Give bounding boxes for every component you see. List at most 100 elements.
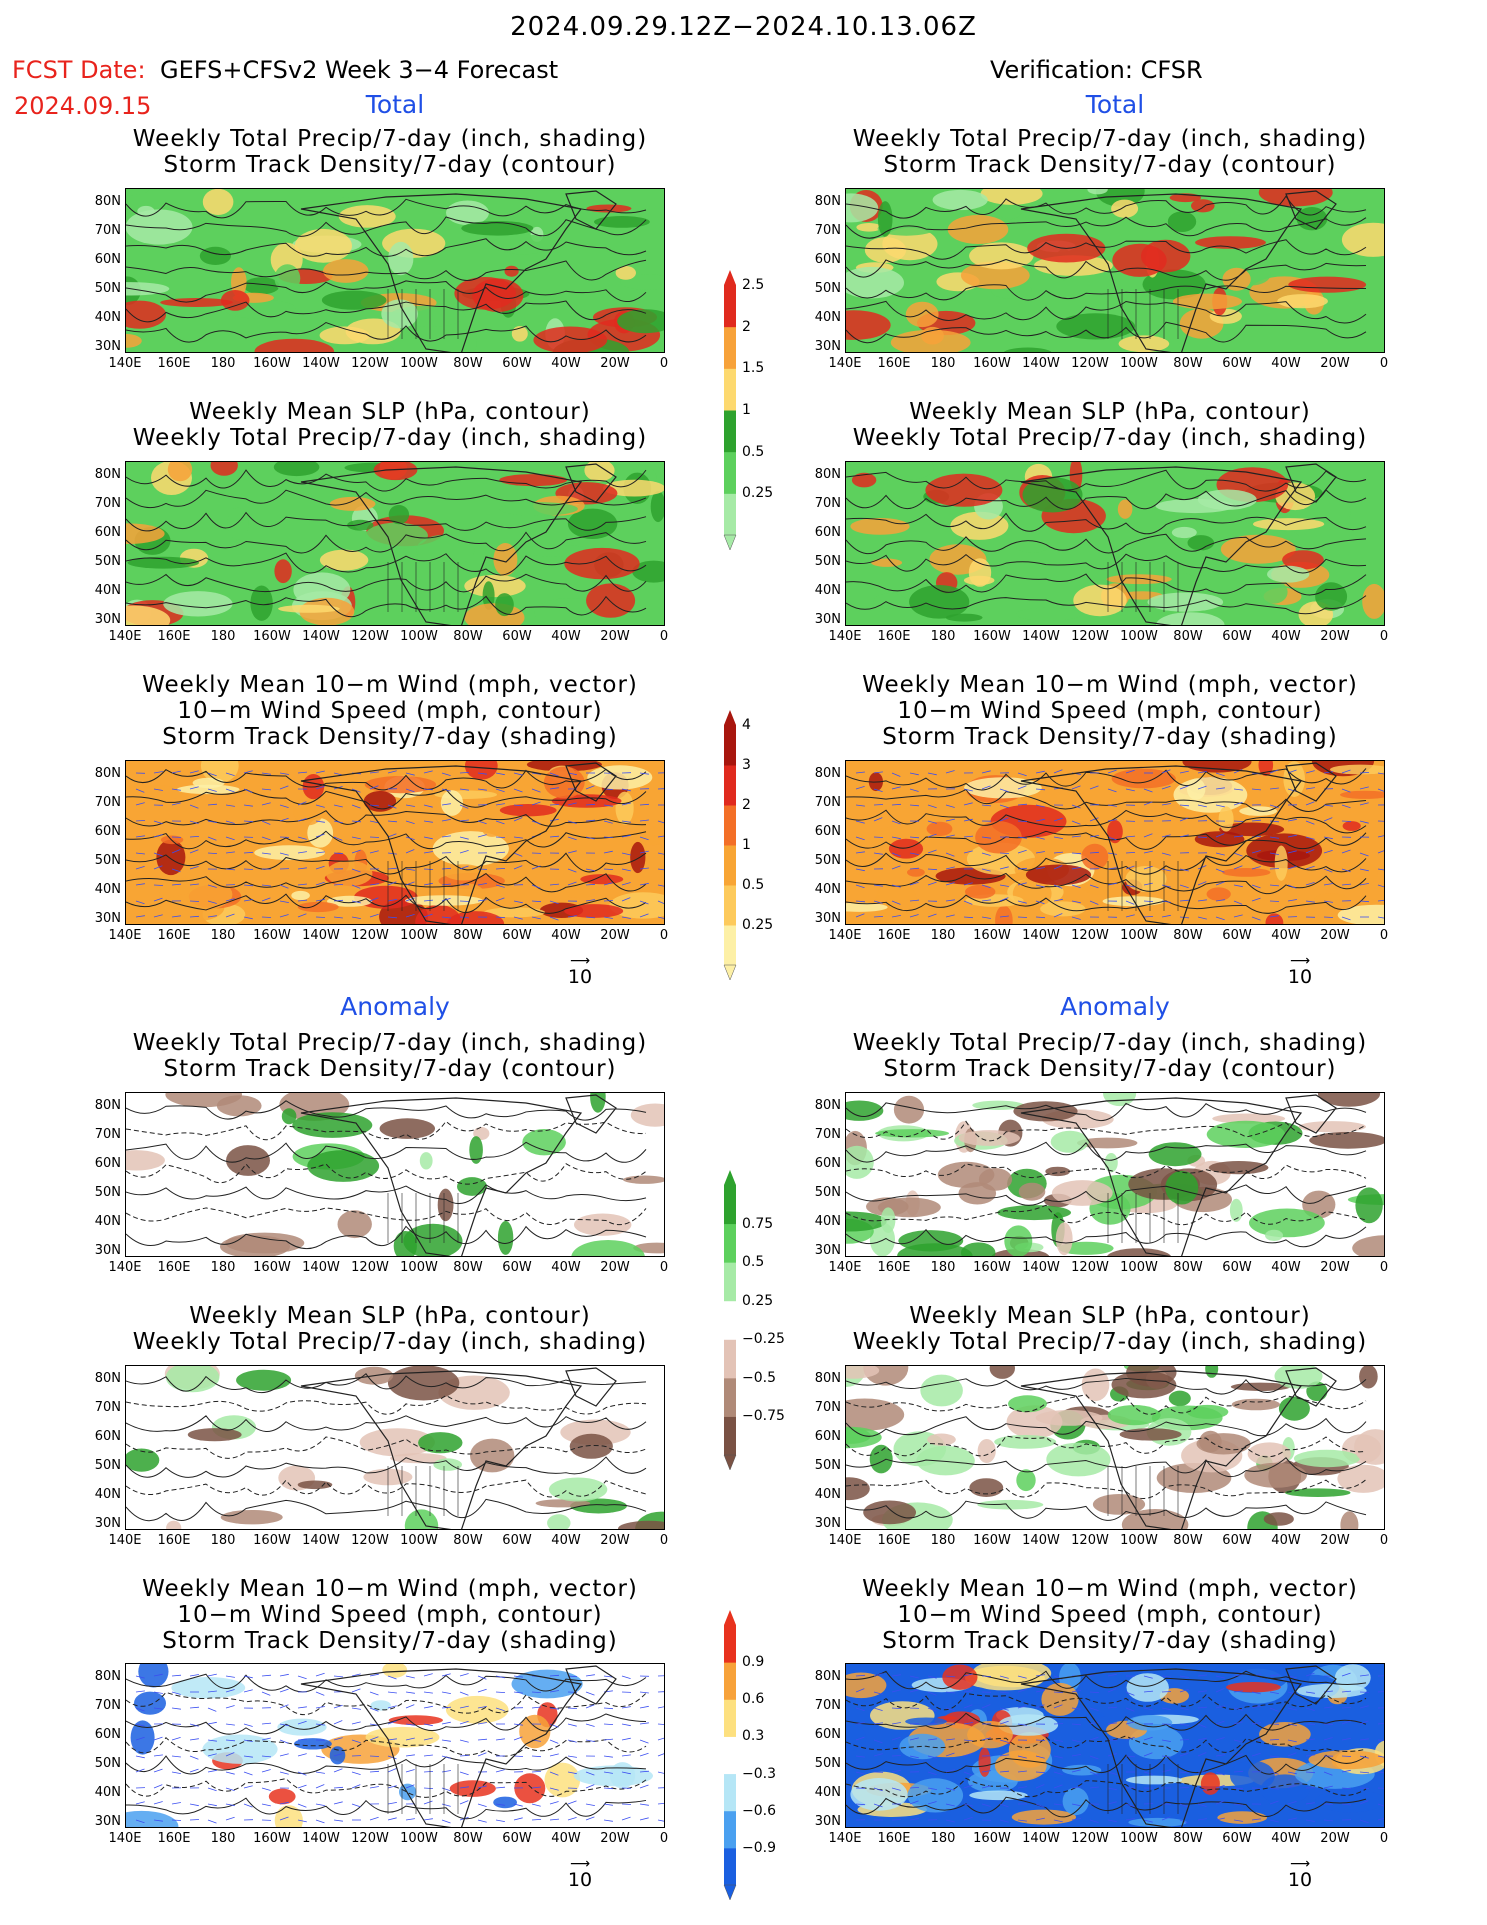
wind-vector — [1269, 1819, 1279, 1823]
wind-vector — [891, 900, 901, 905]
wind-vector — [585, 1691, 595, 1696]
shading-blob — [1081, 843, 1109, 870]
wind-vector — [441, 1691, 451, 1694]
wind-vector — [1323, 916, 1334, 918]
longitude-label: 120W — [351, 629, 389, 644]
wind-vector — [333, 899, 344, 902]
wind-vector — [369, 850, 379, 854]
shading-blob — [499, 804, 557, 817]
wind-vector — [927, 1801, 937, 1805]
wind-vector — [981, 1770, 991, 1773]
wind-vector — [1341, 804, 1351, 809]
shading-blob — [293, 1738, 332, 1750]
wind-vector — [657, 1753, 664, 1757]
wind-vector — [1377, 1739, 1384, 1741]
wind-vector — [1107, 1688, 1117, 1693]
wind-vector — [297, 1720, 307, 1725]
latitude-label: 60N — [94, 525, 121, 540]
contour-line — [126, 469, 647, 492]
longitude-label: 80W — [453, 356, 483, 371]
wind-vector — [1143, 1690, 1154, 1693]
wind-vector — [171, 788, 181, 791]
greenland-outline — [1285, 463, 1337, 503]
latitude-label: 70N — [94, 223, 121, 238]
panel-title-line: Storm Track Density/7-day (contour) — [163, 1056, 617, 1082]
wind-vector — [423, 1723, 433, 1727]
latitude-label: 80N — [94, 1098, 121, 1113]
wind-vector — [1035, 1674, 1045, 1677]
longitude-label: 160E — [877, 356, 911, 371]
wind-vector — [927, 1675, 937, 1679]
wind-vector — [603, 1787, 614, 1790]
wind-vector — [135, 1755, 145, 1759]
wind-vector — [477, 1722, 487, 1725]
wind-vector — [477, 899, 487, 902]
shading-blob — [650, 491, 664, 523]
panel-title-line: Storm Track Density/7-day (shading) — [882, 1628, 1338, 1654]
wind-vector — [567, 836, 577, 841]
colorbar-label: 4 — [742, 717, 751, 733]
colorbar-label: −0.5 — [742, 1369, 776, 1386]
wind-vector — [495, 884, 505, 888]
contour-line — [846, 321, 1367, 344]
shading-blob — [1087, 189, 1108, 195]
wind-vector — [639, 1817, 649, 1821]
wind-vector — [855, 1707, 865, 1711]
shading-blob — [969, 1790, 1028, 1801]
longitude-label: 100W — [400, 629, 438, 644]
wind-vector — [1359, 820, 1369, 824]
shading-blob — [483, 907, 546, 918]
wind-vector — [387, 881, 397, 886]
longitude-label: 140W — [1022, 1831, 1060, 1846]
wind-vector — [189, 786, 199, 790]
wind-vector — [1017, 1770, 1027, 1773]
wind-vector — [1269, 1755, 1279, 1758]
wind-vector — [1125, 884, 1135, 888]
wind-vector — [459, 1771, 469, 1776]
wind-vector — [1215, 804, 1225, 808]
wind-vector — [855, 804, 865, 807]
shading-blob — [202, 189, 234, 215]
wind-vector — [423, 868, 434, 870]
wind-vector — [891, 1689, 901, 1693]
wind-vector — [153, 1768, 163, 1773]
wind-vector — [1305, 1672, 1315, 1677]
longitude-label: 140W — [1022, 1260, 1060, 1275]
wind-vector — [621, 868, 631, 872]
latitude-label: 30N — [94, 1243, 121, 1258]
shading-blob — [1051, 1180, 1113, 1206]
wind-vector — [297, 899, 308, 902]
longitude-label: 60W — [1222, 1831, 1252, 1846]
wind-vector — [1179, 1819, 1189, 1824]
longitude-label: 160W — [253, 1533, 291, 1548]
shading-blob — [1008, 1395, 1047, 1413]
wind-vector — [225, 1752, 235, 1757]
wind-vector — [657, 1691, 664, 1693]
wind-vector — [963, 1722, 973, 1725]
latitude-label: 70N — [814, 1400, 841, 1415]
shading-blob — [967, 1721, 1013, 1749]
latitude-label: 40N — [814, 1214, 841, 1229]
wind-vector — [189, 1819, 200, 1821]
wind-vector — [585, 883, 596, 886]
vector-reference-value: 10 — [1287, 966, 1313, 988]
latitude-label: 40N — [814, 882, 841, 897]
wind-vector — [981, 916, 991, 919]
shading-blob — [126, 189, 149, 196]
colorbar-top-cap — [724, 1170, 736, 1185]
wind-vector — [1107, 1819, 1117, 1823]
latitude-label: 50N — [814, 1458, 841, 1473]
wind-vector — [153, 771, 163, 774]
map-panel — [845, 1092, 1385, 1257]
shading-blob — [1148, 1142, 1202, 1167]
colorbar-bottom-cap — [723, 964, 737, 980]
greenland-outline — [565, 1367, 617, 1407]
shading-blob — [942, 1664, 978, 1690]
wind-vector — [1287, 1739, 1297, 1743]
wind-vector — [1341, 1803, 1351, 1806]
shading-blob — [875, 882, 917, 917]
wind-vector — [621, 788, 631, 792]
section-total-right: Total — [1085, 90, 1145, 119]
panel-title-line: Storm Track Density/7-day (contour) — [883, 1056, 1337, 1082]
wind-vector — [315, 770, 325, 774]
